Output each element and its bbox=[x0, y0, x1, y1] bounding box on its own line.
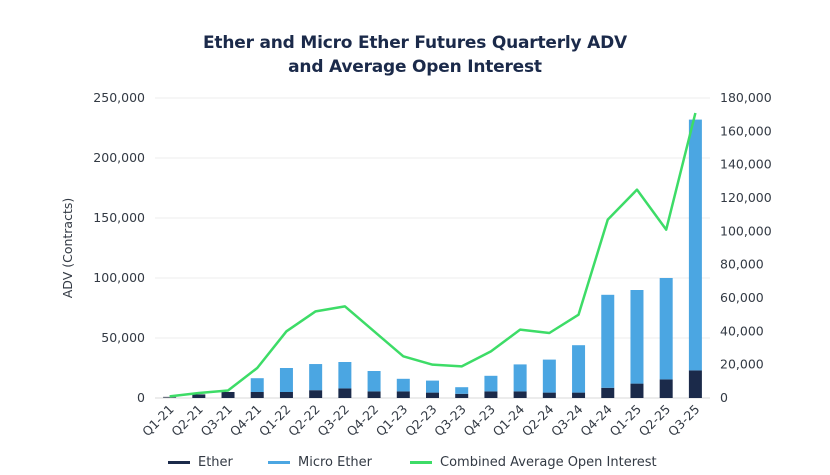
chart-plot: 0 50,000 100,000 150,000 200,000 250,000 0 20,… bbox=[0, 0, 830, 464]
x-tick-label: Q3-23 bbox=[431, 402, 469, 440]
x-axis-ticks: Q1-21Q2-21Q3-21Q4-21Q1-22Q2-22Q3-22Q4-22… bbox=[139, 401, 702, 439]
x-tick-label: Q4-24 bbox=[577, 401, 615, 439]
x-tick-label: Q4-21 bbox=[227, 402, 265, 440]
x-tick-label: Q2-25 bbox=[636, 402, 674, 440]
left-tick-label: 100,000 bbox=[93, 270, 145, 285]
bar-micro-ether bbox=[455, 387, 468, 394]
bar-micro-ether bbox=[251, 378, 264, 392]
right-tick-label: 140,000 bbox=[720, 157, 772, 172]
x-tick-label: Q1-25 bbox=[606, 402, 644, 440]
bar-ether bbox=[455, 394, 468, 398]
bar-ether bbox=[660, 379, 673, 398]
right-tick-label: 20,000 bbox=[720, 357, 764, 372]
legend: Ether Micro Ether Combined Average Open … bbox=[0, 455, 830, 475]
bar-ether bbox=[484, 391, 497, 398]
x-tick-label: Q2-23 bbox=[402, 402, 440, 440]
bar-ether bbox=[689, 370, 702, 398]
bar-micro-ether bbox=[280, 368, 293, 392]
left-tick-label: 50,000 bbox=[101, 330, 145, 345]
bar-micro-ether bbox=[630, 290, 643, 384]
right-tick-label: 0 bbox=[720, 390, 728, 405]
left-axis-ticks: 0 50,000 100,000 150,000 200,000 250,000 bbox=[93, 90, 145, 405]
x-tick-label: Q3-22 bbox=[314, 402, 352, 440]
legend-label: Micro Ether bbox=[298, 455, 372, 470]
x-tick-label: Q3-24 bbox=[548, 401, 586, 439]
left-tick-label: 150,000 bbox=[93, 210, 145, 225]
legend-item-open-interest: Combined Average Open Interest bbox=[410, 455, 657, 470]
x-tick-label: Q1-22 bbox=[256, 402, 294, 440]
right-tick-label: 100,000 bbox=[720, 223, 772, 238]
x-tick-label: Q4-22 bbox=[344, 402, 382, 440]
x-tick-label: Q1-24 bbox=[490, 401, 528, 439]
bar-micro-ether bbox=[309, 364, 322, 390]
gridlines bbox=[155, 98, 710, 398]
bar-ether bbox=[630, 384, 643, 398]
bar-ether bbox=[309, 390, 322, 398]
bar-ether bbox=[368, 391, 381, 398]
legend-item-ether: Ether bbox=[168, 455, 233, 470]
legend-label: Ether bbox=[198, 455, 233, 470]
right-tick-label: 160,000 bbox=[720, 123, 772, 138]
bar-micro-ether bbox=[572, 345, 585, 392]
right-tick-label: 60,000 bbox=[720, 290, 764, 305]
x-tick-label: Q2-22 bbox=[285, 402, 323, 440]
bar-micro-ether bbox=[484, 376, 497, 392]
open-interest-line bbox=[170, 113, 696, 397]
bar-ether bbox=[192, 394, 205, 398]
bar-micro-ether bbox=[660, 278, 673, 379]
bar-micro-ether bbox=[368, 371, 381, 391]
bar-ether bbox=[338, 388, 351, 398]
open-interest-line-path bbox=[170, 113, 696, 396]
x-tick-label: Q4-23 bbox=[460, 402, 498, 440]
left-tick-label: 0 bbox=[137, 390, 145, 405]
bar-ether bbox=[397, 391, 410, 398]
right-tick-label: 80,000 bbox=[720, 257, 764, 272]
bar-ether bbox=[251, 392, 264, 398]
bar-ether bbox=[572, 393, 585, 398]
bar-ether bbox=[280, 392, 293, 398]
x-tick-label: Q1-23 bbox=[373, 402, 411, 440]
y-axis-title: ADV (Contracts) bbox=[60, 198, 75, 299]
bar-ether bbox=[601, 388, 614, 398]
bar-micro-ether bbox=[689, 120, 702, 371]
bar-ether bbox=[426, 393, 439, 398]
right-axis-ticks: 0 20,000 40,000 60,000 80,000 100,000 120,000 1… bbox=[720, 90, 772, 405]
x-tick-label: Q3-25 bbox=[665, 402, 703, 440]
bar-micro-ether bbox=[426, 381, 439, 393]
x-tick-label: Q2-21 bbox=[168, 402, 206, 440]
bar-micro-ether bbox=[601, 295, 614, 388]
right-tick-label: 40,000 bbox=[720, 323, 764, 338]
left-tick-label: 250,000 bbox=[93, 90, 145, 105]
legend-item-micro-ether: Micro Ether bbox=[268, 455, 372, 470]
right-tick-label: 120,000 bbox=[720, 190, 772, 205]
bar-ether bbox=[514, 391, 527, 398]
x-tick-label: Q2-24 bbox=[519, 401, 557, 439]
bar-micro-ether bbox=[514, 364, 527, 391]
bar-micro-ether bbox=[397, 379, 410, 392]
x-tick-label: Q3-21 bbox=[198, 402, 236, 440]
bar-micro-ether bbox=[543, 360, 556, 393]
legend-label: Combined Average Open Interest bbox=[440, 455, 657, 470]
bars bbox=[163, 120, 702, 398]
x-tick-label: Q1-21 bbox=[139, 402, 177, 440]
bar-micro-ether bbox=[338, 362, 351, 388]
left-tick-label: 200,000 bbox=[93, 150, 145, 165]
bar-ether bbox=[543, 393, 556, 398]
right-tick-label: 180,000 bbox=[720, 90, 772, 105]
bar-ether bbox=[222, 392, 235, 398]
